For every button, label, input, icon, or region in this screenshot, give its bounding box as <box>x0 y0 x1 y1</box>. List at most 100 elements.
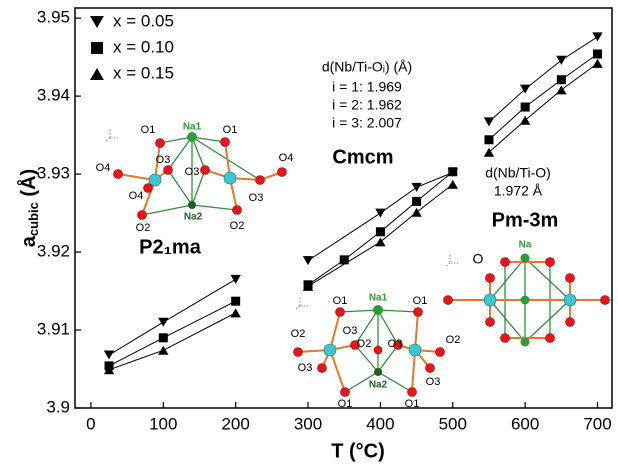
series-line <box>108 312 236 371</box>
marker <box>103 365 115 375</box>
marker <box>411 182 422 192</box>
atom-label: O1 <box>223 124 238 136</box>
y-tick-label: 3.95 <box>37 8 70 27</box>
marker <box>158 345 169 355</box>
marker <box>556 85 567 95</box>
annotation: i = 1: 1.969 <box>332 79 402 95</box>
atom-label: O3 <box>249 192 264 204</box>
legend-label: x = 0.15 <box>113 63 174 82</box>
structure-p21ma: O1 Na1 O1 O4 O3 O4 O3 O4 O3 O2 Na2 O2 <box>96 122 294 234</box>
atom-label: O4 <box>96 162 111 174</box>
legend-item: x = 0.10 <box>113 37 174 56</box>
atom-label: O2 <box>136 222 151 234</box>
series-line <box>488 53 598 141</box>
marker <box>447 179 458 189</box>
structure-pm3m: O Na <box>443 240 610 347</box>
legend-item: x = 0.15 <box>113 63 174 82</box>
annotation: d(Nb/Ti-O) <box>485 165 551 181</box>
marker <box>339 255 349 265</box>
legend-label: x = 0.05 <box>113 11 174 30</box>
marker <box>593 49 603 59</box>
marker <box>158 333 168 343</box>
y-tick-label: 3.9 <box>46 397 70 416</box>
marker <box>302 281 314 291</box>
y-tick-label: 3.91 <box>37 320 70 339</box>
atom-label: Na1 <box>369 293 388 304</box>
marker <box>483 147 495 157</box>
legend-marker <box>90 68 104 80</box>
y-tick-label: 3.93 <box>37 164 70 183</box>
atom-label: O4 <box>279 152 294 164</box>
marker <box>302 256 314 266</box>
x-tick-label: 500 <box>439 414 467 433</box>
atom-label: O2 <box>291 328 306 340</box>
phase-label: Cmcm <box>332 146 393 168</box>
x-tick-label: 700 <box>583 414 611 433</box>
phase-label: Pm-3m <box>492 209 559 231</box>
marker <box>592 32 603 42</box>
marker <box>556 55 567 65</box>
atom-label: Na <box>519 240 532 251</box>
series-line <box>307 183 454 287</box>
marker <box>230 274 241 284</box>
y-label-unit: (Å) <box>16 169 40 202</box>
annotation: i = 2: 1.962 <box>332 97 402 113</box>
atom-label: O3 <box>298 362 313 374</box>
legend-marker <box>91 42 103 54</box>
legend-marker <box>90 16 104 28</box>
x-axis-label: T (°C) <box>331 440 385 462</box>
atom-label: Na1 <box>183 122 202 133</box>
y-tick-label: 3.92 <box>37 242 70 261</box>
legend-label: x = 0.10 <box>113 37 174 56</box>
atom-label: O3 <box>426 376 441 388</box>
structure-cmcm: O1 Na1 O1 O3 O2 O2 O3 O2 O3 O3 Na2 O1 O1 <box>291 293 461 410</box>
series-line <box>488 62 598 153</box>
marker <box>158 317 169 327</box>
marker <box>375 237 386 247</box>
x-tick-label: 100 <box>149 414 177 433</box>
marker <box>411 207 422 217</box>
marker <box>484 135 494 145</box>
x-tick-label: 600 <box>511 414 539 433</box>
x-tick-label: 200 <box>221 414 249 433</box>
marker <box>483 117 495 127</box>
annotation: i = 3: 2.007 <box>332 115 402 131</box>
atom-label: O3 <box>388 338 403 350</box>
atom-label: O2 <box>230 220 245 232</box>
plot-frame <box>74 7 613 409</box>
annotation: d(Nb/Ti-Oᵢ) (Å) <box>322 59 412 75</box>
marker <box>230 308 241 318</box>
series-line <box>488 36 598 123</box>
atom-label: O1 <box>405 398 420 410</box>
marker <box>375 227 385 237</box>
atom-label: Na2 <box>369 380 388 391</box>
phase-label: P2₁ma <box>139 236 202 258</box>
marker <box>592 58 603 68</box>
series-line <box>108 278 236 356</box>
marker <box>556 75 566 85</box>
x-tick-label: 0 <box>86 414 95 433</box>
marker <box>519 115 531 125</box>
y-tick-label: 3.94 <box>37 86 70 105</box>
marker <box>519 84 531 94</box>
atom-label: Na2 <box>184 212 203 223</box>
marker <box>520 102 530 112</box>
atom-label: O4 <box>129 190 144 202</box>
atom-label: O3 <box>343 325 358 337</box>
marker <box>103 350 115 360</box>
atom-label: O3 <box>185 166 200 178</box>
atom-label: O1 <box>333 295 348 307</box>
atom-label: O3 <box>156 154 171 166</box>
y-label-main: a <box>18 235 40 247</box>
atom-label: O1 <box>338 398 353 410</box>
marker <box>412 196 422 206</box>
marker <box>375 208 386 218</box>
atom-label: O1 <box>413 295 428 307</box>
annotation: 1.972 Å <box>494 183 543 199</box>
x-tick-label: 300 <box>294 414 322 433</box>
atom-label: O <box>473 251 484 267</box>
y-label-sub: cubic <box>26 202 41 236</box>
x-tick-label: 400 <box>366 414 394 433</box>
series-line <box>307 172 453 262</box>
atom-label: O1 <box>141 124 156 136</box>
